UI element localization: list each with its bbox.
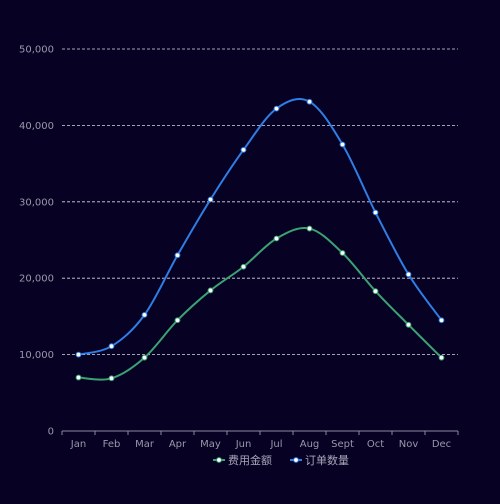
x-tick-label: Oct: [367, 439, 384, 450]
data-point-1-aug[interactable]: [306, 225, 313, 232]
data-point-2-apr[interactable]: [174, 252, 181, 259]
x-tick-label: Sept: [331, 439, 354, 450]
series-line-1: [78, 227, 443, 381]
data-point-1-sept[interactable]: [339, 250, 346, 256]
x-tick-label: Apr: [169, 439, 187, 450]
data-point-1-dec[interactable]: [438, 354, 445, 361]
x-tick-label: Dec: [432, 439, 451, 450]
legend-label: 费用金额: [228, 453, 272, 467]
data-point-2-jan[interactable]: [75, 351, 82, 358]
data-point-2-oct[interactable]: [372, 209, 379, 216]
x-tick-label: Aug: [300, 439, 320, 450]
data-point-2-feb[interactable]: [108, 343, 115, 350]
data-point-2-dec[interactable]: [438, 317, 445, 324]
x-tick-label: Jun: [235, 439, 252, 450]
y-tick-label: 40,000: [19, 121, 54, 132]
data-point-1-apr[interactable]: [174, 317, 181, 324]
x-tick-label: Feb: [103, 439, 121, 450]
data-point-2-mar[interactable]: [141, 311, 148, 318]
x-tick-label: Jul: [269, 439, 282, 450]
y-tick-label: 20,000: [19, 274, 54, 285]
data-point-1-feb[interactable]: [108, 375, 115, 382]
data-point-1-nov[interactable]: [405, 321, 412, 328]
y-tick-label: 0: [48, 427, 54, 438]
data-point-1-oct[interactable]: [372, 288, 379, 295]
data-point-1-jan[interactable]: [75, 374, 82, 381]
y-tick-label: 10,000: [19, 350, 54, 361]
legend-item-1[interactable]: 费用金额: [213, 453, 272, 467]
data-point-2-jul[interactable]: [273, 105, 280, 112]
data-point-1-jul[interactable]: [273, 235, 280, 242]
x-tick-label: Nov: [399, 439, 419, 450]
y-tick-label: 30,000: [19, 197, 54, 208]
data-point-2-aug[interactable]: [306, 98, 313, 105]
x-tick-label: Mar: [135, 439, 155, 450]
x-tick-label: Jan: [70, 439, 86, 450]
data-point-1-mar[interactable]: [141, 354, 148, 361]
data-point-2-may[interactable]: [207, 196, 214, 203]
data-point-2-nov[interactable]: [405, 271, 412, 278]
data-point-1-may[interactable]: [207, 287, 214, 294]
legend-item-2[interactable]: 订单数量: [290, 454, 349, 467]
legend-swatch-dot: [216, 457, 222, 463]
series-line-2: [78, 98, 443, 356]
legend-label: 订单数量: [305, 454, 349, 467]
legend-swatch-dot: [293, 457, 299, 463]
y-tick-label: 50,000: [19, 45, 54, 56]
data-point-2-jun[interactable]: [240, 146, 247, 153]
x-tick-label: May: [200, 439, 221, 450]
data-point-2-sept[interactable]: [339, 141, 346, 148]
data-point-1-jun[interactable]: [240, 263, 247, 270]
